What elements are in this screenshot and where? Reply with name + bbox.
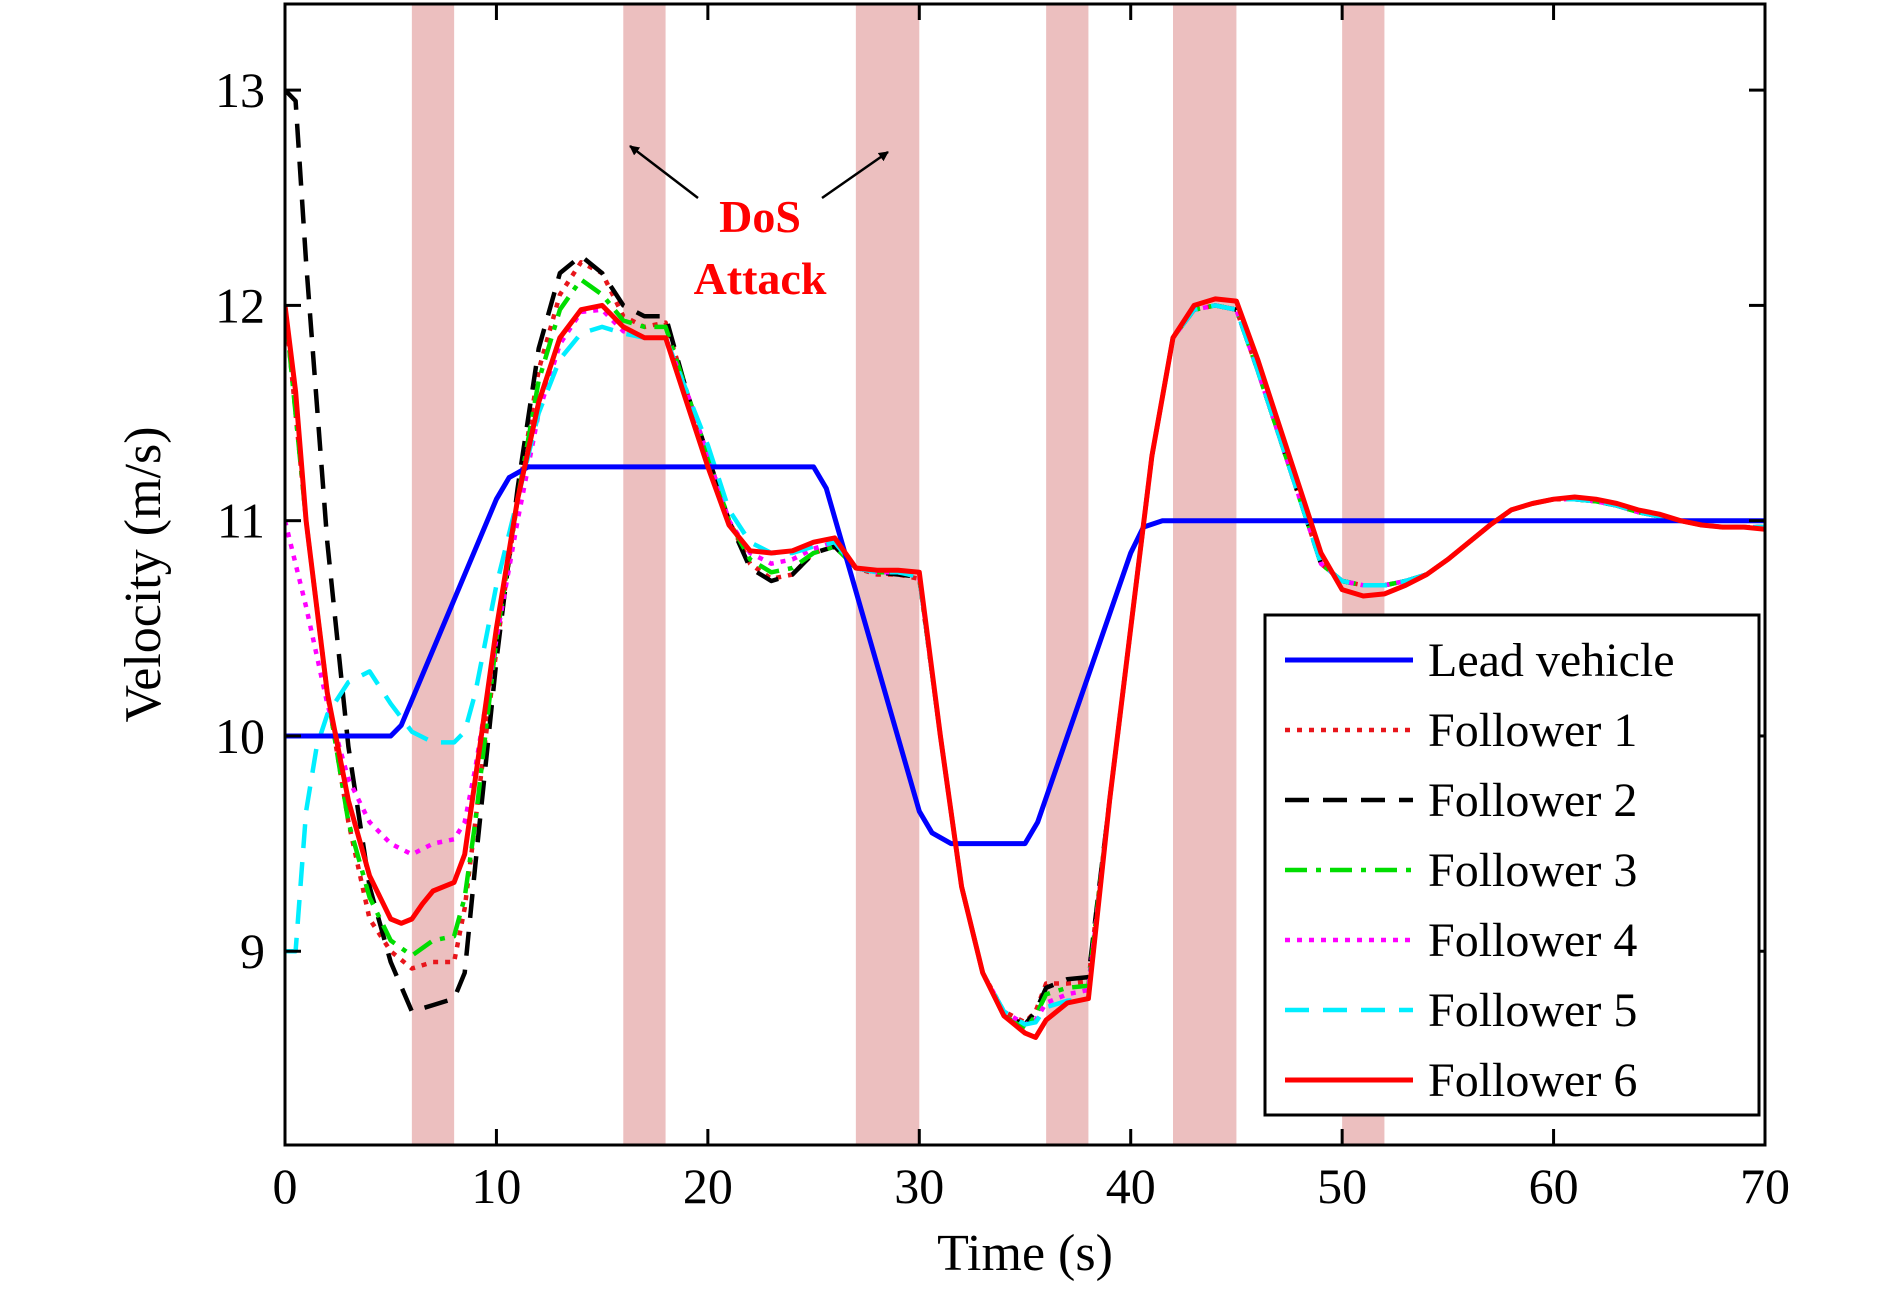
annotation-arrows (629, 145, 889, 200)
y-tick-label-12: 12 (215, 277, 265, 333)
axes-frame (283, 2, 1767, 1147)
x-tick-label-60: 60 (1529, 1158, 1579, 1214)
legend-box (1263, 613, 1761, 1117)
legend-label-1: Lead vehicle (1428, 634, 1675, 687)
series-line-follower-6 (285, 296, 1765, 1040)
x-tick-label-10: 10 (471, 1158, 521, 1214)
annotation-line1: DoS (719, 191, 801, 242)
arrow-right (821, 150, 889, 200)
x-tick-label-40: 40 (1106, 1158, 1156, 1214)
velocity-series-lines (285, 88, 1765, 1040)
axis-ticks: 0 10 20 30 40 50 60 70 9 10 11 12 13 (215, 4, 1790, 1214)
legend-label-2: Follower 1 (1428, 704, 1637, 757)
dos-attack-annotation: DoS Attack (629, 145, 889, 304)
x-axis-label: Time (s) (937, 1225, 1113, 1282)
x-tick-label-70: 70 (1740, 1158, 1790, 1214)
x-tick-label-0: 0 (273, 1158, 298, 1214)
y-tick-label-11: 11 (217, 493, 265, 549)
attack-band-1 (411, 4, 455, 1145)
legend-label-5: Follower 4 (1428, 914, 1637, 967)
legend-label-3: Follower 2 (1428, 774, 1637, 827)
attack-band-4 (1046, 4, 1089, 1145)
series-line-lead-vehicle (285, 464, 1765, 847)
attack-band-2 (623, 4, 666, 1145)
x-tick-label-30: 30 (894, 1158, 944, 1214)
dos-attack-bands (411, 4, 1385, 1145)
legend-label-6: Follower 5 (1428, 984, 1637, 1037)
y-tick-label-13: 13 (215, 62, 265, 118)
y-axis-label: Velocity (m/s) (115, 426, 172, 722)
y-tick-label-9: 9 (240, 923, 265, 979)
arrow-left (629, 145, 699, 199)
attack-band-5 (1173, 4, 1237, 1145)
legend-label-7: Follower 6 (1428, 1054, 1637, 1107)
legend: Lead vehicle Follower 1 Follower 2 Follower… (1263, 613, 1761, 1117)
annotation-line2: Attack (694, 253, 827, 304)
legend-label-4: Follower 3 (1428, 844, 1637, 897)
y-tick-label-10: 10 (215, 708, 265, 764)
x-tick-label-50: 50 (1317, 1158, 1367, 1214)
x-tick-label-20: 20 (683, 1158, 733, 1214)
